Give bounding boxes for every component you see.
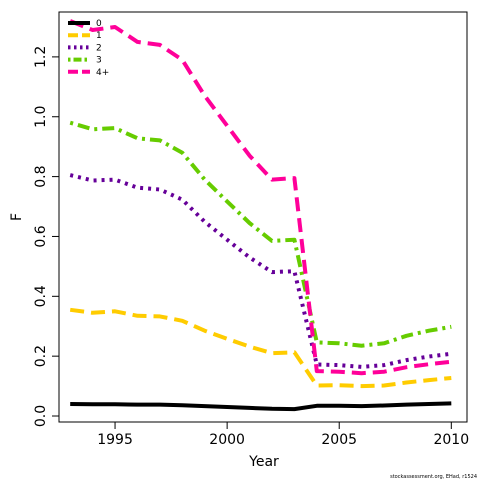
y-tick-label: 0.6 bbox=[33, 225, 49, 247]
credit-label: stockassessment.org, EHad, r1524 bbox=[390, 474, 477, 480]
legend-label: 4+ bbox=[96, 68, 109, 78]
y-tick-label: 0.8 bbox=[33, 165, 49, 187]
x-tick-label: 2000 bbox=[209, 432, 245, 448]
series-layer bbox=[69, 19, 452, 412]
y-axis-label: F bbox=[9, 213, 25, 221]
series-line-0 bbox=[70, 401, 452, 412]
y-axis: 0.0 0.2 0.4 0.6 0.8 1.0 1.2 bbox=[33, 46, 60, 427]
legend-label: 3 bbox=[96, 56, 102, 66]
y-tick-label: 0.4 bbox=[33, 285, 49, 307]
series-line-1 bbox=[69, 307, 452, 389]
legend-label: 0 bbox=[96, 19, 102, 29]
y-tick-label: 1.2 bbox=[33, 46, 49, 68]
y-tick-label: 0.0 bbox=[33, 405, 49, 427]
x-axis-label: Year bbox=[248, 454, 279, 470]
legend-label: 2 bbox=[96, 43, 102, 53]
series-line-2 bbox=[69, 173, 452, 369]
x-tick-label: 1995 bbox=[97, 432, 133, 448]
y-tick-label: 0.2 bbox=[33, 345, 49, 367]
x-axis: 1995 2000 2005 2010 bbox=[97, 421, 469, 448]
legend: 0 1 2 3 4+ bbox=[68, 19, 109, 78]
y-tick-label: 1.0 bbox=[33, 106, 49, 128]
x-tick-label: 2005 bbox=[321, 432, 357, 448]
x-tick-label: 2010 bbox=[433, 432, 469, 448]
legend-label: 1 bbox=[96, 31, 102, 41]
series-line-4plus bbox=[69, 19, 452, 376]
series-line-3 bbox=[69, 120, 452, 348]
